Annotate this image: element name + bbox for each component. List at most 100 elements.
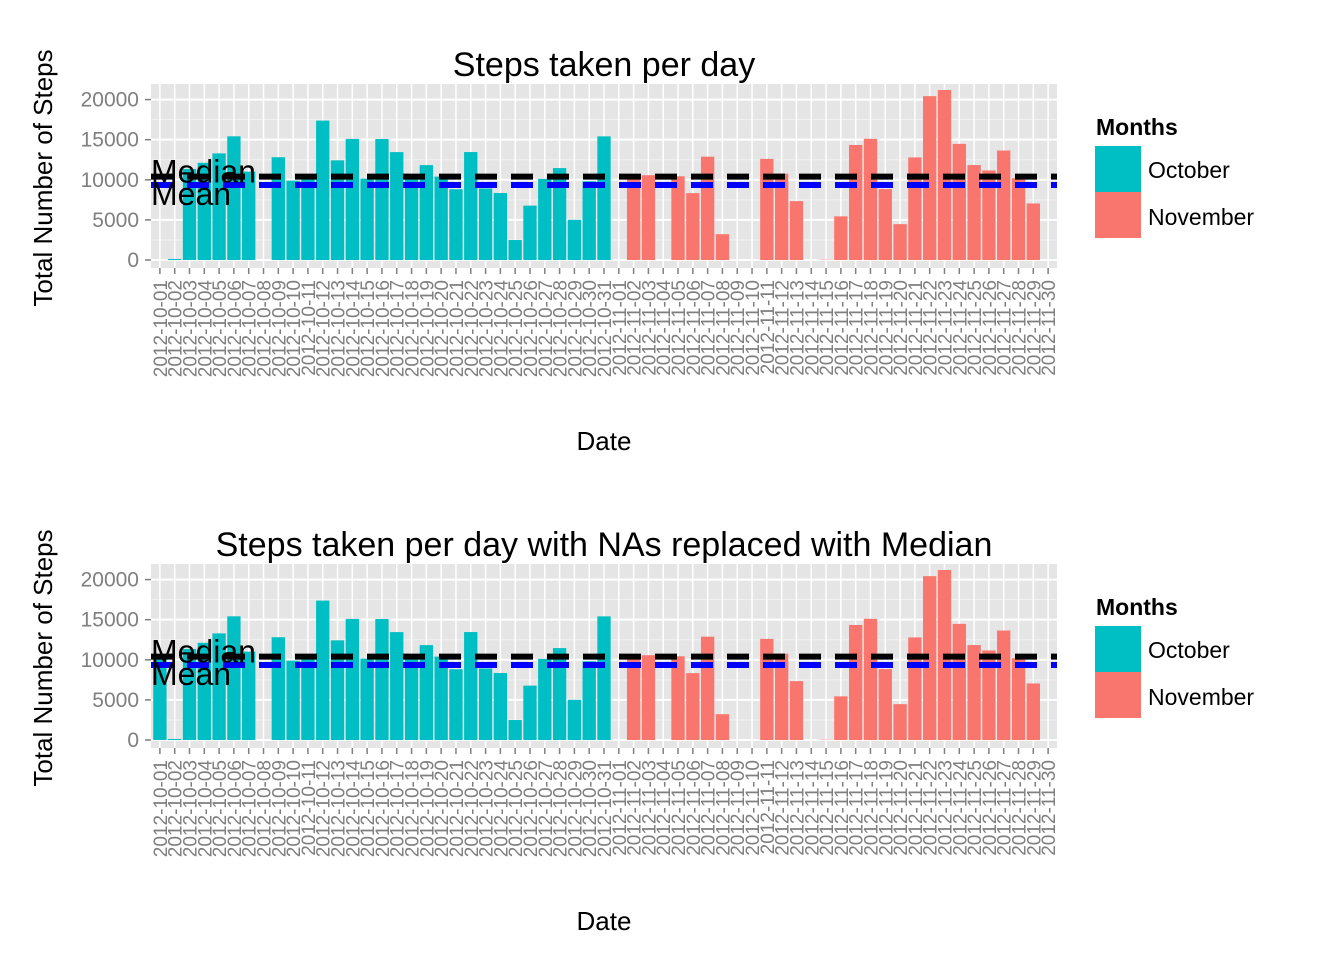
- bar: [834, 216, 847, 260]
- bar: [479, 668, 492, 740]
- y-tick-label: 10000: [81, 649, 139, 672]
- reference-label-mean: Mean: [151, 176, 231, 212]
- legend: Months October November: [1095, 114, 1254, 238]
- bar: [642, 655, 655, 740]
- x-axis-title: Date: [577, 906, 632, 936]
- bar: [568, 700, 581, 740]
- bar: [642, 175, 655, 260]
- y-tick-label: 5000: [92, 689, 139, 712]
- x-tick-label: 2012-11-30: [1039, 760, 1060, 856]
- bar: [405, 659, 418, 740]
- bar: [1027, 683, 1040, 740]
- bar: [908, 637, 921, 740]
- bar: [538, 179, 551, 260]
- bar: [494, 193, 507, 260]
- legend-label-november: November: [1148, 684, 1254, 710]
- y-tick-label: 20000: [81, 89, 139, 112]
- bar: [286, 661, 299, 740]
- bar: [286, 181, 299, 260]
- legend-title: Months: [1096, 594, 1178, 620]
- legend-title: Months: [1096, 114, 1178, 140]
- bar: [375, 139, 388, 260]
- bar: [316, 601, 329, 740]
- y-tick-label: 15000: [81, 129, 139, 152]
- bar: [686, 673, 699, 740]
- bar: [568, 220, 581, 260]
- bar: [301, 177, 314, 260]
- bar: [1027, 203, 1040, 260]
- bar: [967, 165, 980, 260]
- bar: [272, 157, 285, 260]
- bar: [879, 669, 892, 740]
- bar: [953, 624, 966, 740]
- bar: [449, 669, 462, 740]
- plot-panel: MedianMean050001000015000200002012-10-01…: [81, 84, 1061, 377]
- legend-key-october: [1095, 626, 1141, 672]
- x-axis-title: Date: [577, 426, 632, 456]
- bar: [597, 136, 610, 260]
- bar: [553, 648, 566, 740]
- bar: [1012, 658, 1025, 740]
- legend-key-november: [1095, 192, 1141, 238]
- bar: [671, 656, 684, 740]
- bar: [479, 188, 492, 260]
- bar: [893, 224, 906, 260]
- bar: [790, 681, 803, 740]
- bar: [864, 139, 877, 260]
- bar: [360, 659, 373, 740]
- bar: [523, 206, 536, 260]
- legend-key-november: [1095, 672, 1141, 718]
- bar: [464, 152, 477, 260]
- bar: [509, 240, 522, 260]
- bar: [893, 704, 906, 740]
- bar: [864, 619, 877, 740]
- chart-title: Steps taken per day: [453, 46, 755, 84]
- bar: [879, 189, 892, 260]
- bar: [375, 619, 388, 740]
- bar: [464, 632, 477, 740]
- bar: [701, 157, 714, 260]
- bar: [997, 151, 1010, 260]
- bar: [849, 625, 862, 740]
- chart-top: Steps taken per day Total Number of Step…: [28, 46, 1254, 456]
- y-tick-label: 5000: [92, 209, 139, 232]
- x-tick-label: 2012-11-30: [1039, 280, 1060, 376]
- bar: [494, 673, 507, 740]
- bar: [997, 631, 1010, 740]
- bar: [168, 739, 181, 740]
- bar: [834, 696, 847, 740]
- bar: [346, 139, 359, 260]
- y-axis-title: Total Number of Steps: [28, 529, 58, 786]
- chart-title: Steps taken per day with NAs replaced wi…: [216, 526, 993, 564]
- bar: [538, 659, 551, 740]
- chart-bottom: Steps taken per day with NAs replaced wi…: [28, 526, 1254, 936]
- y-tick-label: 15000: [81, 609, 139, 632]
- bar: [849, 145, 862, 260]
- legend-label-november: November: [1148, 204, 1254, 230]
- y-tick-label: 0: [127, 249, 139, 272]
- bar: [553, 168, 566, 260]
- bar: [1012, 178, 1025, 260]
- bar: [716, 234, 729, 260]
- bar: [360, 179, 373, 260]
- legend-key-october: [1095, 146, 1141, 192]
- bar: [583, 181, 596, 260]
- bar: [272, 637, 285, 740]
- bar: [346, 619, 359, 740]
- bar: [701, 637, 714, 740]
- bar: [716, 714, 729, 740]
- legend-label-october: October: [1148, 157, 1230, 183]
- bar: [405, 179, 418, 260]
- bar: [671, 176, 684, 260]
- reference-label-mean: Mean: [151, 656, 231, 692]
- bar: [390, 152, 403, 260]
- bar: [583, 661, 596, 740]
- bar: [686, 193, 699, 260]
- bar: [967, 645, 980, 740]
- bar: [434, 177, 447, 260]
- bar: [597, 616, 610, 740]
- plot-panel: MedianMean050001000015000200002012-10-01…: [81, 564, 1061, 857]
- bar: [908, 157, 921, 260]
